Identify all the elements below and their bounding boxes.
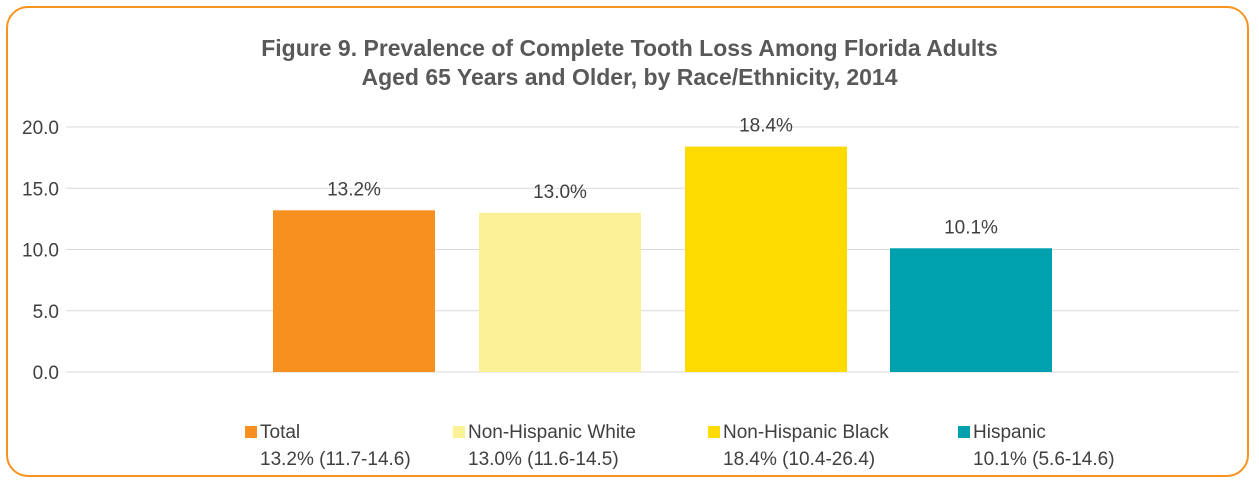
legend-swatch <box>245 426 257 438</box>
data-labels: 13.2% 13.0% 18.4% 10.1% <box>327 116 998 239</box>
chart-title: Figure 9. Prevalence of Complete Tooth L… <box>0 34 1259 92</box>
chart-title-line-1: Figure 9. Prevalence of Complete Tooth L… <box>261 35 998 61</box>
data-label: 10.1% <box>944 217 998 238</box>
legend-swatch <box>708 426 720 438</box>
legend-label: Non-Hispanic Black <box>723 422 889 443</box>
legend-swatch <box>958 426 970 438</box>
y-tick-label: 5.0 <box>33 302 59 323</box>
gridlines <box>66 126 1239 373</box>
legend: Total 13.2% (11.7-14.6) Non-Hispanic White… <box>0 422 1259 472</box>
y-tick-label: 10.0 <box>22 241 59 262</box>
legend-label: Total <box>260 422 301 443</box>
legend-confidence-interval: 13.2% (11.7-14.6) <box>260 449 411 470</box>
y-tick-label: 0.0 <box>33 363 59 384</box>
legend-confidence-interval: 13.0% (11.6-14.5) <box>468 449 619 470</box>
bar-non-hispanic-white <box>479 212 641 372</box>
legend-confidence-interval: 18.4% (10.4-26.4) <box>723 449 876 470</box>
legend-label: Hispanic <box>973 422 1046 443</box>
y-tick-label: 20.0 <box>22 118 59 139</box>
legend-label: Non-Hispanic White <box>468 422 636 443</box>
bar-hispanic <box>890 248 1052 372</box>
chart-title-line-2: Aged 65 Years and Older, by Race/Ethnici… <box>361 64 898 90</box>
y-axis: 0.0 5.0 10.0 15.0 20.0 <box>22 118 59 384</box>
data-label: 13.0% <box>533 182 587 203</box>
y-tick-label: 15.0 <box>22 179 59 200</box>
bar-total <box>273 210 435 372</box>
data-label: 18.4% <box>739 116 793 137</box>
legend-swatch <box>453 426 465 438</box>
legend-confidence-interval: 10.1% (5.6-14.6) <box>973 449 1115 470</box>
bars <box>273 146 1052 372</box>
bar-non-hispanic-black <box>685 146 847 372</box>
data-label: 13.2% <box>327 179 381 200</box>
